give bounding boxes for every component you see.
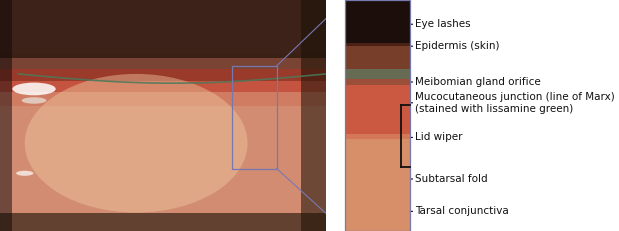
Text: Lid wiper: Lid wiper xyxy=(410,132,463,143)
Bar xyxy=(0,92,326,231)
Bar xyxy=(0,213,326,231)
Bar xyxy=(0,53,326,81)
Text: Eye lashes: Eye lashes xyxy=(410,19,471,29)
Ellipse shape xyxy=(12,83,56,95)
Bar xyxy=(326,0,345,231)
Bar xyxy=(345,0,410,231)
Text: Subtarsal fold: Subtarsal fold xyxy=(410,174,488,184)
Bar xyxy=(345,0,410,231)
Bar xyxy=(0,69,326,106)
Bar xyxy=(0,0,326,58)
Bar xyxy=(345,43,410,69)
Bar xyxy=(345,79,410,139)
Text: Meibomian gland orifice: Meibomian gland orifice xyxy=(410,77,541,87)
Bar xyxy=(0,0,326,231)
Bar xyxy=(345,134,410,231)
Bar xyxy=(345,0,410,46)
Bar xyxy=(345,69,410,85)
Bar xyxy=(0,0,12,231)
Ellipse shape xyxy=(22,97,46,104)
Ellipse shape xyxy=(25,74,248,213)
Text: Epidermis (skin): Epidermis (skin) xyxy=(410,41,500,51)
Bar xyxy=(232,66,277,169)
Text: Tarsal conjunctiva: Tarsal conjunctiva xyxy=(410,206,509,216)
Ellipse shape xyxy=(16,171,33,176)
Bar xyxy=(301,0,326,231)
Text: Mucocutaneous junction (line of Marx)
(stained with lissamine green): Mucocutaneous junction (line of Marx) (s… xyxy=(410,92,615,114)
